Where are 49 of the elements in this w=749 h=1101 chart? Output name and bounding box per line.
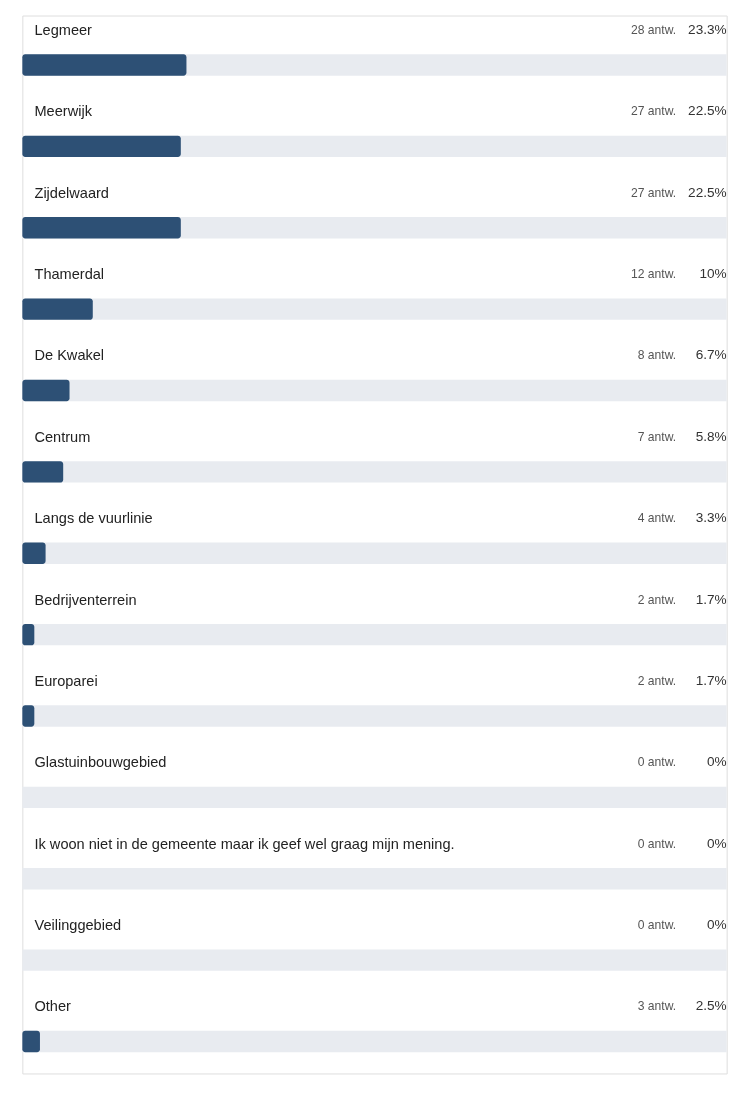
y-tick-label: Thamerdal: [34, 265, 105, 282]
y-tick-label: Centrum: [34, 428, 91, 445]
annotation: 3 antw.: [637, 999, 677, 1014]
data-label: 0%: [707, 835, 727, 851]
data-label: 23.3%: [688, 21, 727, 37]
y-tick-label: De Kwakel: [34, 347, 105, 364]
bar: [22, 298, 93, 320]
annotation: 8 antw.: [637, 348, 677, 363]
annotation: 2 antw.: [637, 592, 677, 607]
y-tick-label: Bedrijventerrein: [34, 591, 137, 608]
annotation: 27 antw.: [630, 104, 677, 119]
y-tick-label: Legmeer: [34, 21, 93, 38]
annotation: 2 antw.: [637, 673, 677, 688]
annotation: 7 antw.: [637, 429, 677, 444]
y-tick-label: Glastuinbouwgebied: [34, 754, 167, 771]
bar: [22, 461, 64, 483]
bar: [22, 542, 46, 564]
bar: [22, 705, 35, 727]
y-tick-label: Ik woon niet in de gemeente maar ik geef wel graag mijn mening.: [34, 835, 455, 852]
bar: [22, 217, 181, 239]
bar: [22, 623, 35, 646]
annotation: 28 antw.: [630, 22, 677, 37]
data-label: 5.8%: [695, 428, 727, 444]
data-label: 3.3%: [695, 510, 727, 526]
annotation: 0 antw.: [637, 918, 677, 933]
y-tick-label: Other: [34, 998, 72, 1015]
bar: [22, 1030, 40, 1053]
data-label: 22.5%: [688, 103, 727, 119]
data-label: 10%: [699, 266, 727, 282]
bar: [22, 379, 70, 402]
data-label: 2.5%: [695, 998, 727, 1014]
data-label: 0%: [707, 917, 727, 933]
annotation: 27 antw.: [630, 185, 677, 200]
y-tick-label: Europarei: [34, 672, 98, 689]
data-label: 1.7%: [695, 672, 727, 688]
y-tick-label: Zijdelwaard: [34, 184, 109, 201]
data-label: 1.7%: [695, 591, 727, 607]
data-label: 0%: [707, 754, 727, 770]
annotation: 0 antw.: [637, 836, 677, 851]
annotation: 0 antw.: [637, 755, 677, 770]
bar: [22, 135, 181, 158]
data-label: 6.7%: [695, 347, 727, 363]
y-tick-label: Veilinggebied: [34, 917, 122, 934]
bar: [22, 54, 187, 76]
annotation: 12 antw.: [630, 267, 677, 282]
y-tick-label: Meerwijk: [34, 103, 93, 120]
annotation: 4 antw.: [637, 511, 677, 526]
y-tick-label: Langs de vuurlinie: [34, 510, 153, 527]
data-label: 22.5%: [688, 184, 727, 200]
